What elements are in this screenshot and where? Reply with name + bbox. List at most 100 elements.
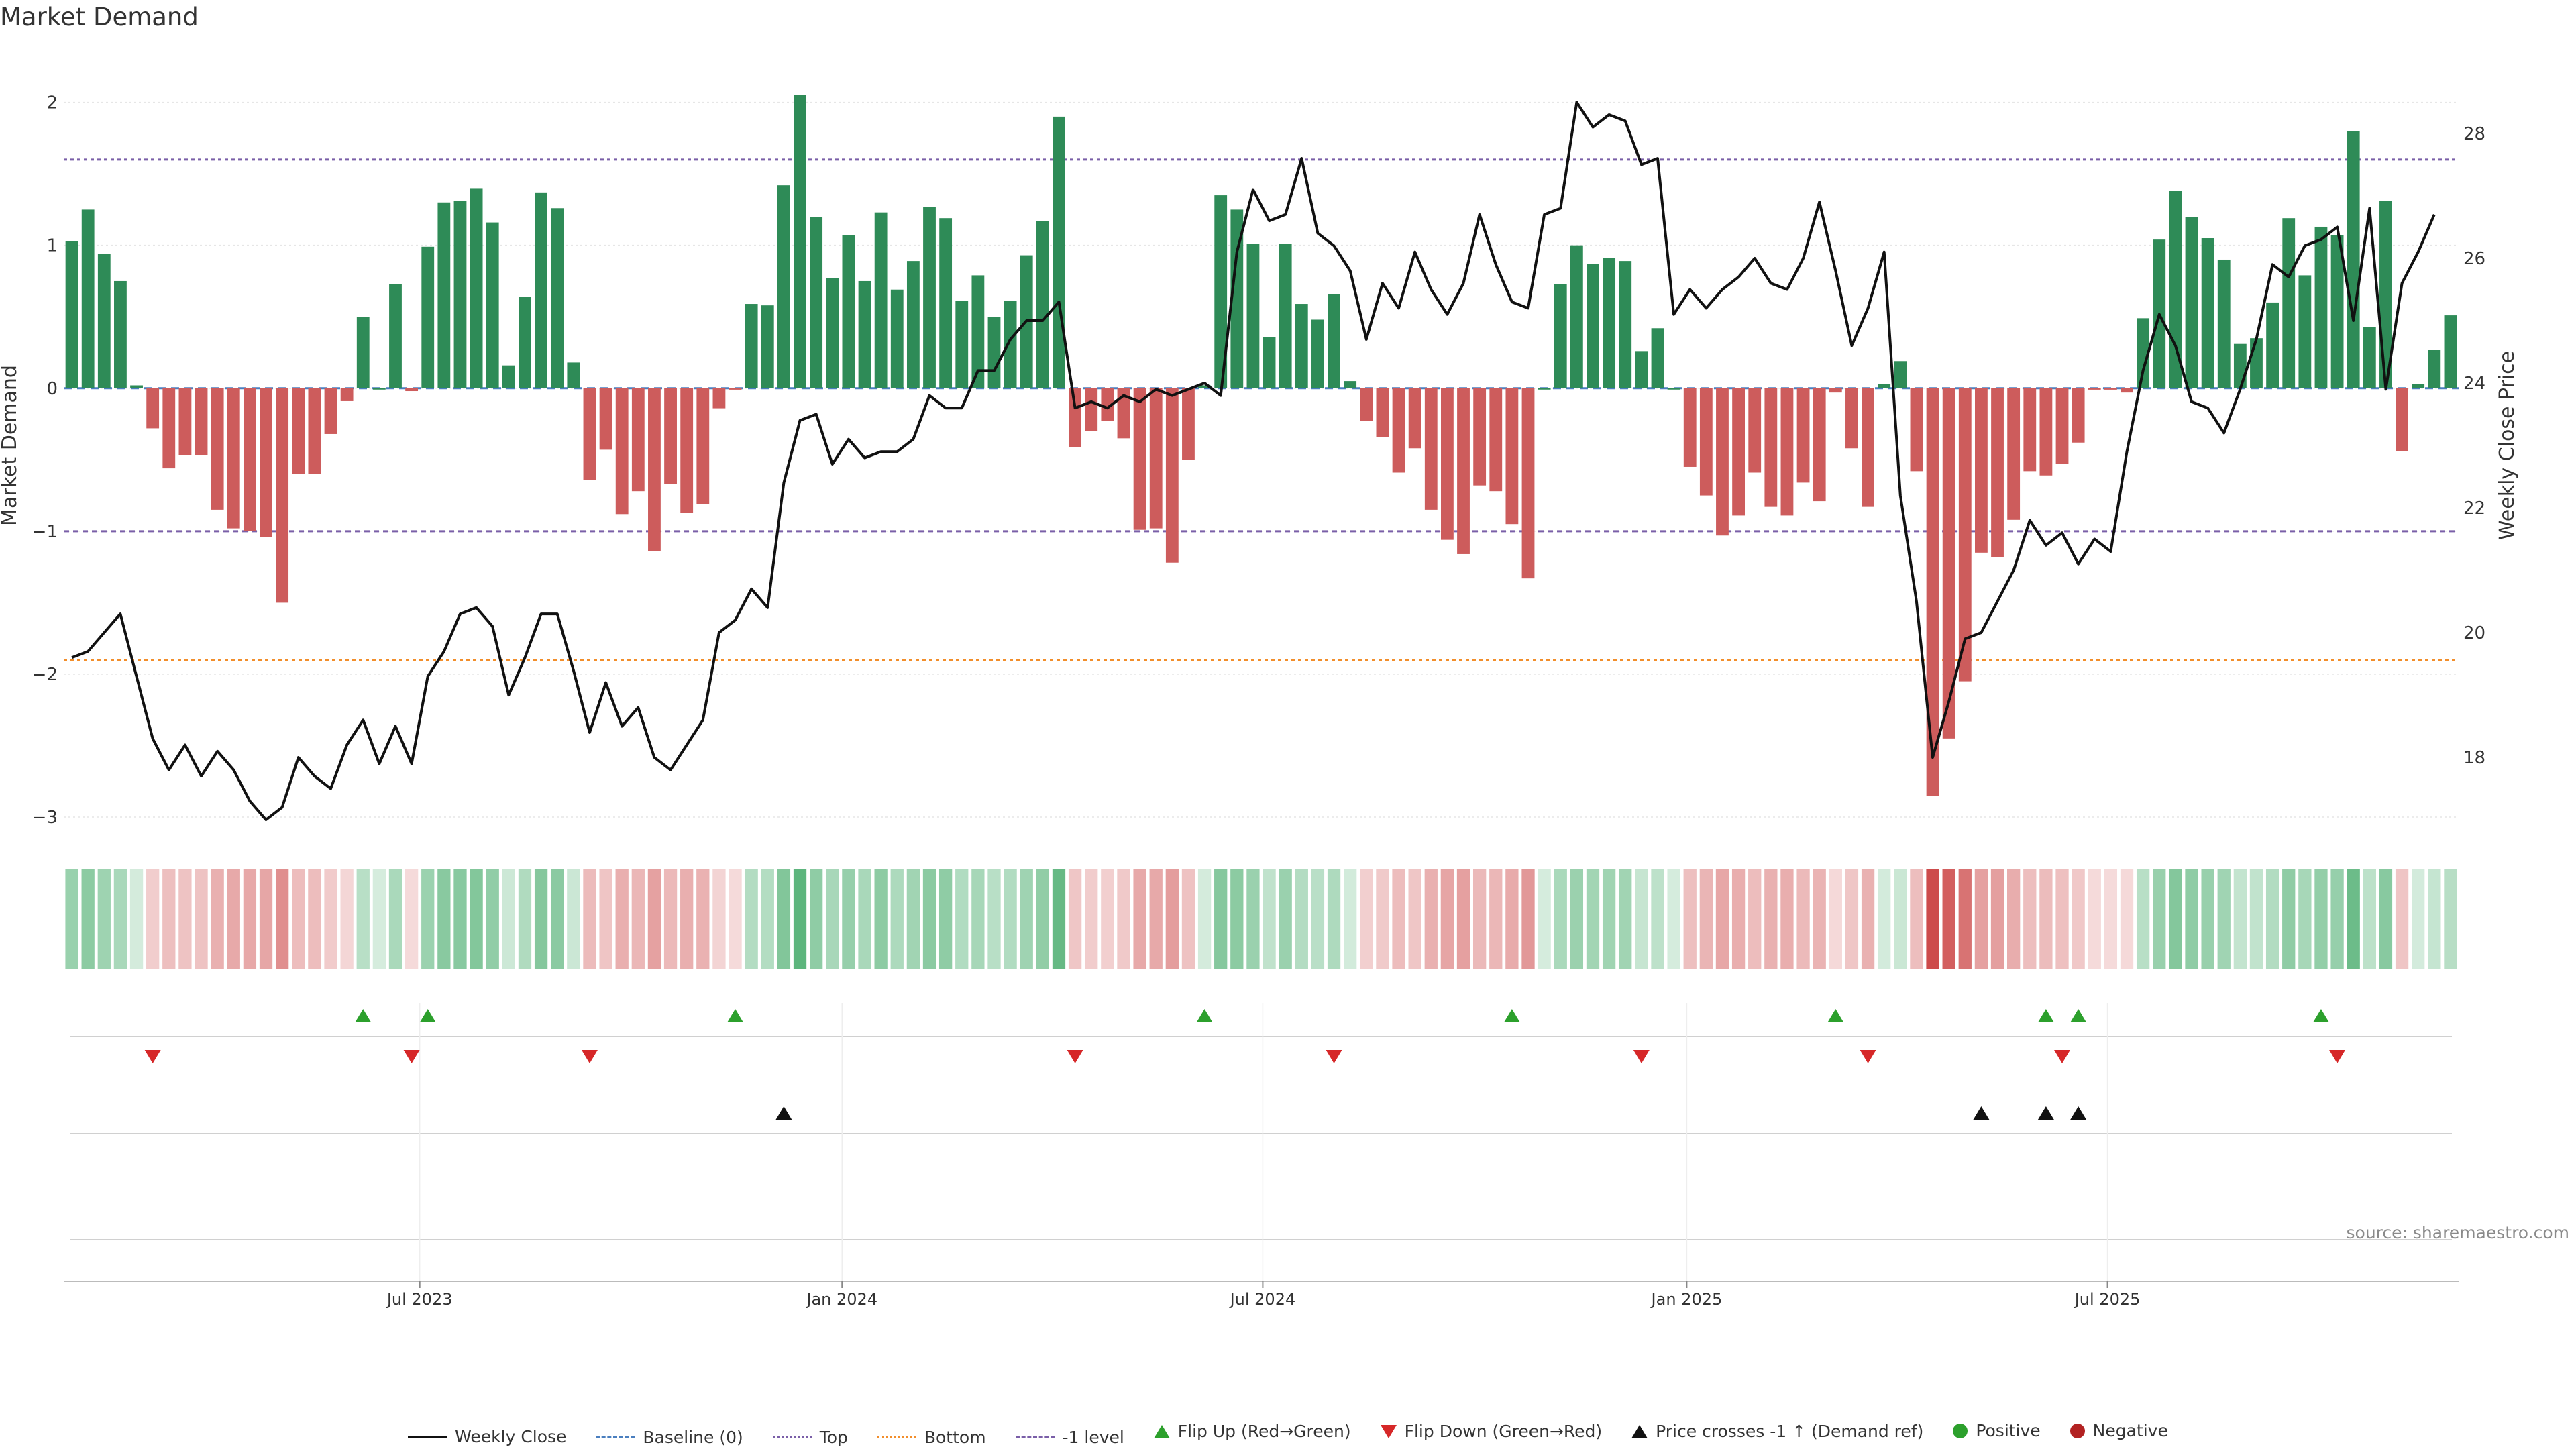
heat-cell xyxy=(2023,869,2037,969)
heat-cell xyxy=(2007,869,2021,969)
demand-bar xyxy=(777,185,790,388)
heat-cell xyxy=(227,869,240,969)
heat-cell xyxy=(97,869,111,969)
heat-cell xyxy=(2395,869,2409,969)
heat-cell xyxy=(680,869,694,969)
heat-cell xyxy=(81,869,95,969)
demand-bar xyxy=(243,388,256,531)
demand-bar xyxy=(745,304,758,388)
demand-bar xyxy=(1862,388,1874,507)
demand-bar xyxy=(324,388,337,434)
heat-cell xyxy=(745,869,758,969)
legend-label: Flip Up (Red→Green) xyxy=(1177,1421,1351,1441)
demand-bar xyxy=(906,261,920,388)
demand-bar xyxy=(1991,388,2004,557)
heat-cell xyxy=(1344,869,1357,969)
demand-bar xyxy=(260,388,272,537)
reference-lines xyxy=(64,158,2459,661)
heat-cell xyxy=(340,869,354,969)
demand-bar xyxy=(2250,338,2263,388)
heat-cell xyxy=(65,869,78,969)
heat-cell xyxy=(2314,869,2328,969)
y2-tick-label: 22 xyxy=(2463,498,2485,519)
demand-bar xyxy=(939,218,953,388)
heat-cell xyxy=(113,869,127,969)
heat-cell xyxy=(470,869,483,969)
demand-bar xyxy=(178,388,192,455)
demand-bar xyxy=(2121,388,2133,393)
dotted-line-icon xyxy=(772,1436,812,1438)
heat-cell xyxy=(1197,869,1212,969)
heat-cell xyxy=(1505,869,1519,969)
heat-cell xyxy=(2153,869,2166,969)
heat-cell xyxy=(906,869,920,969)
demand-bar xyxy=(308,388,321,474)
heat-cell xyxy=(275,869,289,969)
heat-cell xyxy=(437,869,451,969)
demand-bar xyxy=(1004,301,1017,388)
heat-cell xyxy=(1279,869,1292,969)
heat-cell xyxy=(712,869,726,969)
heat-cell xyxy=(308,869,321,969)
y2-tick-label: 24 xyxy=(2463,374,2485,394)
heat-cell xyxy=(405,869,419,969)
demand-bar xyxy=(955,301,969,388)
y-tick-label: 0 xyxy=(46,379,58,399)
demand-bar xyxy=(1764,388,1778,507)
demand-bar xyxy=(1538,388,1551,390)
heat-cell xyxy=(1748,869,1762,969)
demand-bar xyxy=(1360,388,1373,421)
dashed-line-icon xyxy=(1015,1436,1055,1438)
heat-cell xyxy=(2428,869,2441,969)
heat-cell xyxy=(1149,869,1163,969)
heat-cell xyxy=(356,869,370,969)
source-credit: source: sharemaestro.com xyxy=(2346,1223,2570,1242)
heat-cell xyxy=(971,869,985,969)
y2-tick-label: 28 xyxy=(2463,124,2485,144)
legend: Weekly Close Baseline (0) Top Bottom -1 … xyxy=(0,1421,2576,1447)
weekly-close-line xyxy=(71,101,2436,822)
heat-cell xyxy=(583,869,596,969)
flip-down-marker xyxy=(581,1050,598,1063)
heat-cell xyxy=(761,869,774,969)
demand-bar xyxy=(1408,388,1421,449)
demand-bar xyxy=(583,388,596,480)
heat-cell xyxy=(1472,869,1487,969)
demand-bar xyxy=(2039,388,2053,476)
demand-bar xyxy=(486,222,499,388)
heat-cell xyxy=(938,869,953,969)
legend-label: Weekly Close xyxy=(455,1427,567,1446)
heat-cell xyxy=(1619,869,1632,969)
heat-cell xyxy=(810,869,823,969)
demand-bar xyxy=(2201,238,2214,388)
demand-bar xyxy=(211,388,224,510)
flip-up-marker xyxy=(419,1009,436,1022)
demand-bar xyxy=(1635,351,1648,388)
demand-bar xyxy=(146,388,160,429)
demand-bar xyxy=(292,388,305,474)
triangle-up-icon xyxy=(1153,1424,1170,1438)
heat-cell xyxy=(162,869,176,969)
heat-cell xyxy=(1360,869,1373,969)
legend-label: Top xyxy=(819,1427,848,1447)
demand-heat-strip xyxy=(65,869,2457,969)
y2-axis-label: Weekly Close Price xyxy=(2496,351,2519,540)
demand-bar xyxy=(372,388,386,390)
price-cross-marker xyxy=(2037,1106,2054,1120)
demand-bar xyxy=(1473,388,1487,486)
heat-cell xyxy=(1715,869,1729,969)
heat-cell xyxy=(1894,869,1907,969)
heat-cell xyxy=(2347,869,2360,969)
demand-bar xyxy=(1942,388,1955,739)
demand-bar xyxy=(1505,388,1519,525)
demand-bar xyxy=(826,278,839,388)
demand-bar xyxy=(1214,195,1228,388)
demand-bar xyxy=(664,388,677,484)
heat-cell xyxy=(1327,869,1341,969)
demand-bar xyxy=(890,289,904,388)
heat-cell xyxy=(2298,869,2312,969)
chart-title: Market Demand xyxy=(0,3,199,32)
x-tick-label: Jul 2024 xyxy=(1229,1290,1296,1309)
heat-cell xyxy=(1878,869,1891,969)
x-tick-label: Jul 2023 xyxy=(386,1290,453,1309)
